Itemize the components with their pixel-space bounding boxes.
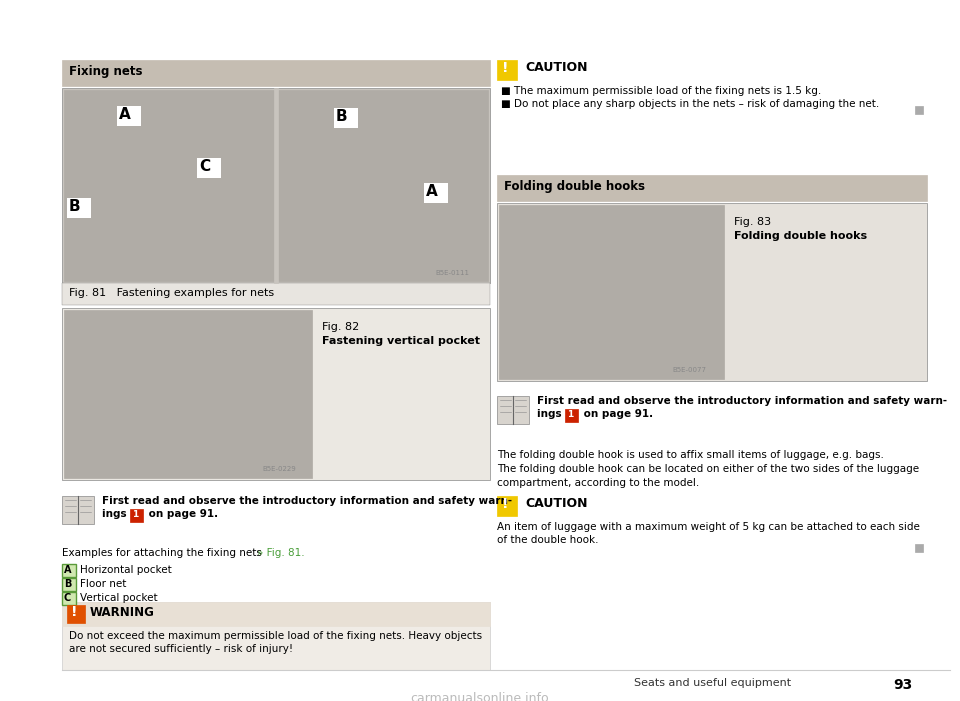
Text: A: A: [119, 107, 131, 122]
Text: Folding double hooks: Folding double hooks: [734, 231, 867, 241]
Bar: [64, 90, 274, 281]
Bar: [915, 106, 923, 114]
Bar: [67, 605, 85, 623]
Bar: [62, 88, 490, 283]
Text: !: !: [502, 61, 509, 75]
Bar: [67, 198, 91, 218]
Text: ings: ings: [102, 509, 131, 519]
Text: !: !: [502, 497, 509, 511]
Text: C: C: [199, 159, 210, 174]
Text: Fastening vertical pocket: Fastening vertical pocket: [322, 336, 480, 346]
Text: Fig. 83: Fig. 83: [734, 217, 771, 227]
Text: Fixing nets: Fixing nets: [69, 65, 142, 78]
Text: ings: ings: [537, 409, 565, 419]
Text: Floor net: Floor net: [80, 579, 127, 589]
Text: Vertical pocket: Vertical pocket: [80, 593, 157, 603]
Text: A: A: [426, 184, 438, 199]
Bar: [497, 496, 517, 516]
Bar: [62, 602, 490, 670]
Bar: [62, 578, 76, 591]
Bar: [62, 496, 94, 524]
Text: on page 91.: on page 91.: [145, 509, 218, 519]
Text: First read and observe the introductory information and safety warn-: First read and observe the introductory …: [102, 496, 512, 506]
Text: CAUTION: CAUTION: [525, 497, 588, 510]
Bar: [334, 108, 358, 128]
Text: A: A: [64, 565, 71, 575]
Bar: [117, 106, 141, 126]
Text: B: B: [69, 199, 81, 214]
Bar: [64, 310, 312, 478]
Bar: [130, 509, 143, 522]
Text: of the double hook.: of the double hook.: [497, 535, 598, 545]
Bar: [62, 564, 76, 577]
Text: First read and observe the introductory information and safety warn-: First read and observe the introductory …: [537, 396, 948, 406]
Text: compartment, according to the model.: compartment, according to the model.: [497, 478, 699, 488]
Text: WARNING: WARNING: [90, 606, 155, 619]
Text: CAUTION: CAUTION: [525, 61, 588, 74]
Text: 1: 1: [567, 410, 573, 419]
Bar: [497, 60, 517, 80]
Text: Folding double hooks: Folding double hooks: [504, 180, 645, 193]
Text: Examples for attaching the fixing nets: Examples for attaching the fixing nets: [62, 548, 265, 558]
Text: Fig. 81   Fastening examples for nets: Fig. 81 Fastening examples for nets: [69, 288, 275, 298]
Text: The folding double hook is used to affix small items of luggage, e.g. bags.: The folding double hook is used to affix…: [497, 450, 884, 460]
Text: » Fig. 81.: » Fig. 81.: [257, 548, 304, 558]
Text: 93: 93: [893, 678, 912, 692]
Bar: [62, 60, 490, 86]
Text: An item of luggage with a maximum weight of 5 kg can be attached to each side: An item of luggage with a maximum weight…: [497, 522, 920, 532]
Bar: [497, 203, 927, 381]
Text: carmanualsonline.info: carmanualsonline.info: [411, 692, 549, 701]
Text: Seats and useful equipment: Seats and useful equipment: [634, 678, 791, 688]
Bar: [565, 409, 578, 422]
Text: The folding double hook can be located on either of the two sides of the luggage: The folding double hook can be located o…: [497, 464, 919, 474]
Text: are not secured sufficiently – risk of injury!: are not secured sufficiently – risk of i…: [69, 644, 293, 654]
Bar: [62, 602, 490, 626]
Bar: [915, 544, 923, 552]
Text: Fig. 82: Fig. 82: [322, 322, 359, 332]
Bar: [62, 308, 490, 480]
Text: B: B: [336, 109, 348, 124]
Text: B5E-0111: B5E-0111: [435, 270, 469, 276]
Text: ■ The maximum permissible load of the fixing nets is 1.5 kg.: ■ The maximum permissible load of the fi…: [501, 86, 821, 96]
Text: B5E-0077: B5E-0077: [672, 367, 706, 373]
Text: !: !: [71, 605, 78, 619]
Text: Horizontal pocket: Horizontal pocket: [80, 565, 172, 575]
Bar: [497, 396, 529, 424]
Bar: [277, 90, 488, 281]
Bar: [499, 205, 724, 379]
Text: on page 91.: on page 91.: [580, 409, 653, 419]
Bar: [274, 88, 277, 283]
Text: ■ Do not place any sharp objects in the nets – risk of damaging the net.: ■ Do not place any sharp objects in the …: [501, 99, 879, 109]
Text: Do not exceed the maximum permissible load of the fixing nets. Heavy objects: Do not exceed the maximum permissible lo…: [69, 631, 482, 641]
Bar: [497, 175, 927, 201]
Text: B: B: [64, 579, 71, 589]
Text: C: C: [64, 593, 71, 603]
Bar: [424, 183, 448, 203]
Text: 1: 1: [132, 510, 138, 519]
Text: B5E-0229: B5E-0229: [262, 466, 296, 472]
Bar: [197, 158, 221, 178]
Bar: [62, 283, 490, 305]
Bar: [62, 592, 76, 605]
